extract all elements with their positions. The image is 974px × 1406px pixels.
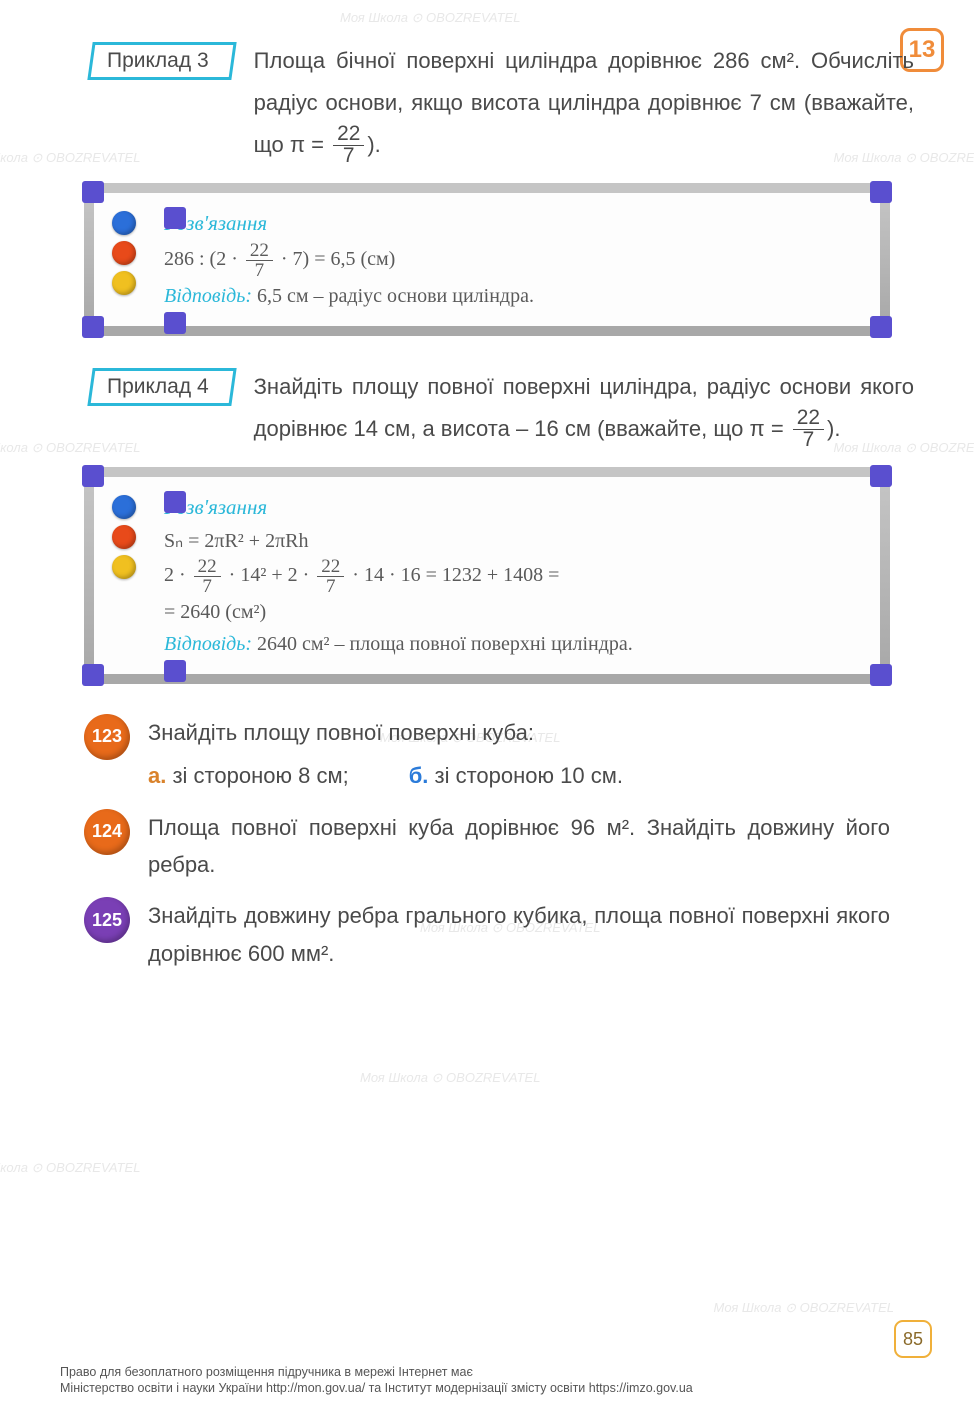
solution-4-answer: Відповідь: 2640 см² – площа повної повер… <box>164 628 860 660</box>
s3-l1b: · 7) = 6,5 (см) <box>276 248 395 270</box>
wb-corner <box>82 664 104 686</box>
watermark: Моя Школа ⊙ OBOZREVATEL <box>0 1160 140 1176</box>
exercise-124: 124 Площа повної поверхні куба дорівнює … <box>84 809 890 884</box>
example-4-label: Приклад 4 <box>87 368 236 406</box>
sub-b-text: зі стороною 10 см. <box>428 763 623 788</box>
solution-4-whiteboard: Розв'язання Sₙ = 2πR² + 2πRh 2 · 227 · 1… <box>84 467 890 684</box>
frac-den: 7 <box>799 430 819 451</box>
ex-123-main: Знайдіть площу повної поверхні куба: <box>148 714 890 751</box>
solution-4-title: Розв'язання <box>164 491 860 525</box>
frac-den: 7 <box>322 577 340 596</box>
wb-corner <box>870 664 892 686</box>
sub-b-label: б. <box>409 763 429 788</box>
example-4-label-text: Приклад 4 <box>107 375 209 399</box>
exercise-123: 123 Знайдіть площу повної поверхні куба:… <box>84 714 890 795</box>
page-content: Приклад 3 Площа бічної поверхні циліндра… <box>60 40 914 972</box>
exercise-124-text: Площа повної поверхні куба дорівнює 96 м… <box>148 809 890 884</box>
s4-cc: · 14 · 16 = 1232 + 1408 = <box>347 564 559 586</box>
answer-text: 6,5 см – радіус основи циліндра. <box>252 285 534 307</box>
magnets <box>112 211 136 295</box>
solution-4-calc1: 2 · 227 · 14² + 2 · 227 · 14 · 16 = 1232… <box>164 557 860 596</box>
sub-a-label: а. <box>148 763 166 788</box>
magnet-red <box>112 241 136 265</box>
s4-f2: 227 <box>317 557 344 596</box>
frac-den: 7 <box>251 261 269 280</box>
exercise-123-text: Знайдіть площу повної поверхні куба: а. … <box>148 714 890 795</box>
s4-ca: 2 · <box>164 564 191 586</box>
ex-123-subparts: а. зі стороною 8 см; б. зі стороною 10 с… <box>148 757 890 794</box>
exercise-124-badge: 124 <box>84 809 130 855</box>
watermark: Моя Школа ⊙ OBOZREVATEL <box>340 10 520 26</box>
pi-fraction: 227 <box>793 408 824 451</box>
answer-label: Відповідь: <box>164 633 252 655</box>
wb-corner <box>82 465 104 487</box>
solution-4-calc2: = 2640 (см²) <box>164 596 860 628</box>
wb-corner <box>870 181 892 203</box>
pi-fraction: 227 <box>333 124 364 167</box>
magnet-blue <box>112 211 136 235</box>
example-3-label: Приклад 3 <box>87 42 236 80</box>
example-4-text: Знайдіть площу повної поверхні циліндра,… <box>254 366 914 451</box>
footer-line1: Право для безоплатного розміщення підруч… <box>60 1364 914 1380</box>
exercise-125-badge: 125 <box>84 897 130 943</box>
exercise-123-badge: 123 <box>84 714 130 760</box>
exercise-125-text: Знайдіть довжину ребра грального кубика,… <box>148 897 890 972</box>
watermark: Моя Школа ⊙ OBOZREVATEL <box>360 1070 540 1086</box>
wb-corner <box>870 465 892 487</box>
magnet-yellow <box>112 555 136 579</box>
solution-3-body: Розв'язання 286 : (2 · 227 · 7) = 6,5 (с… <box>164 207 860 312</box>
s4-f1: 227 <box>194 557 221 596</box>
ex-num: 125 <box>92 910 122 931</box>
ex-num: 124 <box>92 821 122 842</box>
magnet-blue <box>112 495 136 519</box>
example-3-label-text: Приклад 3 <box>107 49 209 73</box>
answer-label: Відповідь: <box>164 285 252 307</box>
solution-4-formula: Sₙ = 2πR² + 2πRh <box>164 525 860 557</box>
exercise-125: 125 Знайдіть довжину ребра грального куб… <box>84 897 890 972</box>
solution-3-answer: Відповідь: 6,5 см – радіус основи цилінд… <box>164 280 860 312</box>
watermark: Моя Школа ⊙ OBOZREVATEL <box>714 1300 894 1316</box>
sub-a-text: зі стороною 8 см; <box>166 763 348 788</box>
answer-text: 2640 см² – площа повної поверхні циліндр… <box>252 633 633 655</box>
example-3-row: Приклад 3 Площа бічної поверхні циліндра… <box>60 40 914 167</box>
s3-frac: 227 <box>246 241 273 280</box>
s3-l1a: 286 : (2 · <box>164 248 243 270</box>
example-4-b: ). <box>827 416 840 441</box>
example-3-text: Площа бічної поверхні циліндра дорівнює … <box>254 40 914 167</box>
footer-line2: Міністерство освіти і науки України http… <box>60 1380 914 1396</box>
example-4-row: Приклад 4 Знайдіть площу повної поверхні… <box>60 366 914 451</box>
solution-4-body: Розв'язання Sₙ = 2πR² + 2πRh 2 · 227 · 1… <box>164 491 860 660</box>
magnets <box>112 495 136 579</box>
wb-corner <box>82 181 104 203</box>
frac-den: 7 <box>339 146 359 167</box>
frac-num: 22 <box>333 124 364 146</box>
frac-num: 22 <box>246 241 273 261</box>
solution-3-title: Розв'язання <box>164 207 860 241</box>
wb-corner <box>82 316 104 338</box>
frac-num: 22 <box>194 557 221 577</box>
ex-123-a: а. зі стороною 8 см; <box>148 757 349 794</box>
ex-num: 123 <box>92 726 122 747</box>
page-number: 85 <box>903 1329 923 1350</box>
frac-num: 22 <box>317 557 344 577</box>
wb-corner <box>870 316 892 338</box>
example-3-end: ). <box>367 132 380 157</box>
frac-num: 22 <box>793 408 824 430</box>
magnet-yellow <box>112 271 136 295</box>
magnet-red <box>112 525 136 549</box>
s4-cb: · 14² + 2 · <box>224 564 315 586</box>
ex-123-b: б. зі стороною 10 см. <box>409 757 623 794</box>
footer: Право для безоплатного розміщення підруч… <box>60 1364 914 1397</box>
frac-den: 7 <box>198 577 216 596</box>
page-number-badge: 85 <box>894 1320 932 1358</box>
solution-3-whiteboard: Розв'язання 286 : (2 · 227 · 7) = 6,5 (с… <box>84 183 890 336</box>
solution-3-line1: 286 : (2 · 227 · 7) = 6,5 (см) <box>164 241 860 280</box>
